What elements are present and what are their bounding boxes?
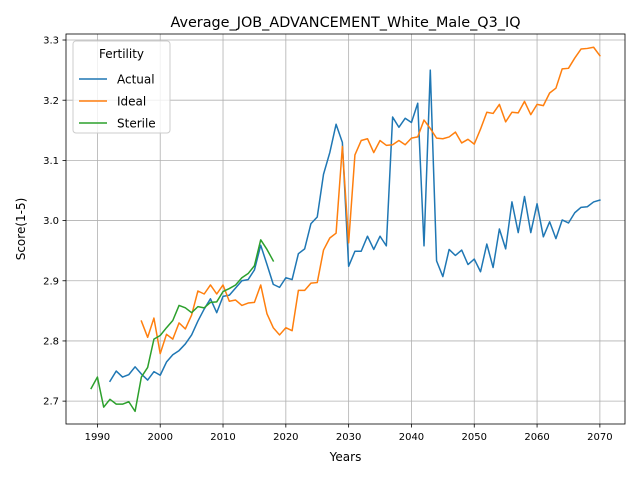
x-tick-label: 2000	[147, 432, 172, 443]
y-axis: 2.7 2.8 2.9 3.0 3.1 3.2 3.3	[43, 36, 66, 408]
y-axis-label: Score(1-5)	[14, 198, 28, 261]
plot-frame	[65, 33, 626, 425]
x-axis-label: Years	[329, 450, 362, 464]
y-tick-label: 3.3	[43, 36, 59, 47]
y-tick-label: 2.7	[43, 397, 59, 408]
legend-box	[72, 40, 171, 134]
x-tick-label: 2070	[587, 432, 612, 443]
y-tick-label: 2.8	[43, 337, 59, 348]
y-tick-label: 3.1	[43, 156, 59, 167]
series-layer	[90, 46, 601, 413]
x-tick-label: 2060	[524, 432, 549, 443]
x-tick-label: 2010	[210, 432, 235, 443]
x-tick-label: 2020	[273, 432, 298, 443]
y-tick-label: 2.9	[43, 276, 59, 287]
chart-title: Average_JOB_ADVANCEMENT_White_Male_Q3_IQ	[170, 15, 520, 31]
series-line-sterile	[90, 239, 275, 413]
x-tick-label: 1990	[85, 432, 110, 443]
x-tick-label: 2040	[399, 432, 424, 443]
legend: Fertility Actual Ideal Sterile	[72, 40, 171, 134]
legend-title: Fertility	[99, 47, 144, 61]
legend-label-actual: Actual	[117, 72, 155, 86]
x-tick-label: 2050	[462, 432, 487, 443]
y-tick-label: 3.0	[43, 216, 59, 227]
series-line-ideal	[140, 46, 601, 355]
legend-items: Actual Ideal Sterile	[79, 72, 156, 130]
legend-label-ideal: Ideal	[117, 94, 146, 108]
x-tick-label: 2030	[336, 432, 361, 443]
y-tick-label: 3.2	[43, 96, 59, 107]
x-axis: 1990 2000 2010 2020 2030 2040 2050 2060 2070	[85, 424, 613, 443]
legend-label-sterile: Sterile	[117, 116, 156, 130]
series-line-actual	[108, 69, 601, 383]
grid	[66, 34, 625, 424]
